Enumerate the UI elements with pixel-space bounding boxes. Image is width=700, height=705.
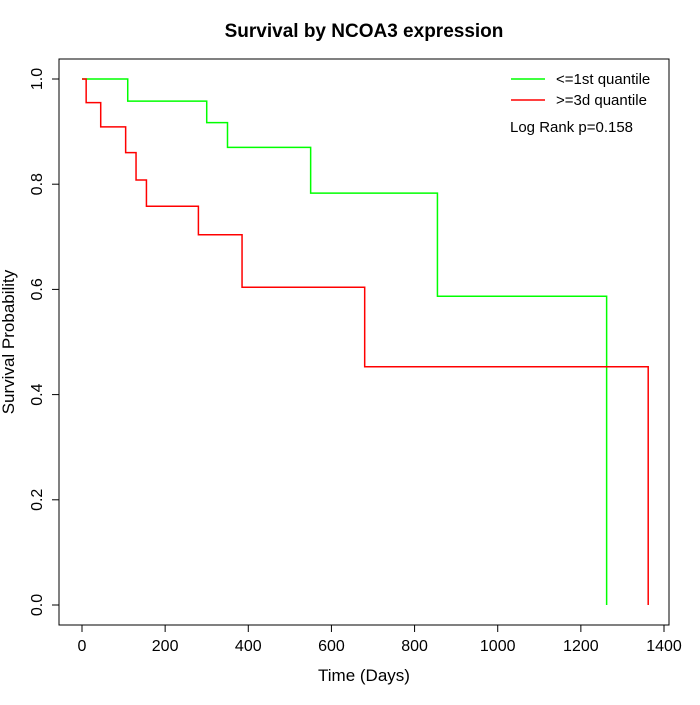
x-tick-label: 1000 (480, 638, 516, 655)
x-tick-label: 0 (78, 638, 87, 655)
legend: <=1st quantile >=3d quantile (511, 71, 650, 109)
y-tick-label: 0.2 (29, 489, 46, 511)
log-rank-annotation: Log Rank p=0.158 (510, 119, 633, 136)
x-tick-label: 1400 (646, 638, 682, 655)
y-tick-label: 0.4 (29, 383, 46, 405)
y-tick-label: 0.0 (29, 594, 46, 616)
y-axis-label: Survival Probability (0, 269, 18, 414)
x-tick-label: 400 (235, 638, 262, 655)
legend-label-1: >=3d quantile (556, 92, 647, 109)
y-tick-label: 0.8 (29, 173, 46, 195)
series-group (82, 78, 649, 605)
y-tick-label: 0.6 (29, 278, 46, 300)
x-axis: 0 200 400 600 800 1000 1200 1400 (78, 624, 682, 655)
x-tick-label: 600 (318, 638, 345, 655)
chart-title: Survival by NCOA3 expression (225, 21, 504, 42)
y-axis: 0.0 0.2 0.4 0.6 0.8 1.0 (29, 68, 60, 616)
x-tick-label: 200 (152, 638, 179, 655)
survival-curve-1 (82, 78, 649, 605)
x-axis-label: Time (Days) (318, 666, 410, 685)
y-tick-label: 1.0 (29, 68, 46, 90)
survival-curve-0 (82, 78, 608, 605)
legend-label-0: <=1st quantile (556, 71, 650, 88)
x-tick-label: 1200 (563, 638, 599, 655)
x-tick-label: 800 (401, 638, 428, 655)
